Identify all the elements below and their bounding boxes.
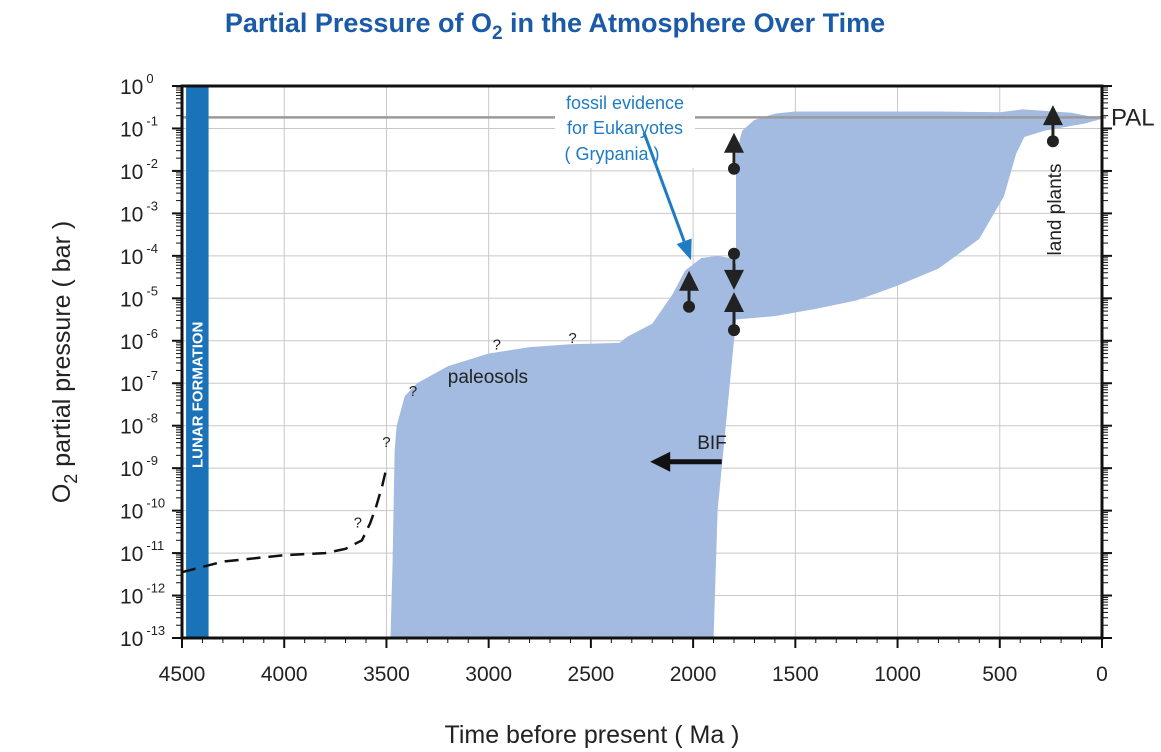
x-tick-label: 3500: [363, 663, 410, 686]
x-tick-label: 0: [1096, 663, 1108, 686]
y-tick-label: 10 0: [120, 71, 154, 99]
land-plants-label: land plants: [1045, 164, 1066, 256]
lunar-formation-bar: [186, 86, 209, 638]
x-tick-label: 1000: [874, 663, 921, 686]
y-tick-label: 10 -6: [120, 326, 158, 354]
bif-label: BIF: [697, 433, 727, 454]
y-tick-label: 10 -1: [120, 113, 158, 141]
arrow-origin-dot: [1046, 135, 1059, 148]
x-tick-label: 2000: [670, 663, 717, 686]
arrowhead: [724, 132, 744, 153]
arrowhead: [724, 291, 744, 312]
arrowhead: [724, 269, 744, 290]
y-tick-label: 10 -10: [120, 496, 165, 524]
fossil-callout-line-2: for Eukaryotes: [567, 118, 683, 138]
x-tick-label: 500: [982, 663, 1017, 686]
y-tick-label: 10 -9: [120, 453, 158, 481]
x-tick-label: 4000: [261, 663, 308, 686]
x-tick-label: 3000: [465, 663, 512, 686]
y-axis-label: O2 partial pressure ( bar ): [48, 221, 81, 503]
x-tick-label: 2500: [568, 663, 615, 686]
bif-arrowhead: [650, 451, 671, 472]
paleosols-label: paleosols: [448, 367, 528, 388]
x-axis-label: Time before present ( Ma ): [444, 721, 739, 749]
y-tick-label: 10 -7: [120, 368, 158, 396]
x-tick-label: 1500: [772, 663, 819, 686]
question-marks: ?????: [354, 330, 577, 532]
fossil-callout-line-1: fossil evidence: [566, 93, 684, 113]
arrows: [679, 105, 1063, 337]
y-tick-label: 10 -8: [120, 411, 158, 439]
arrow-origin-dot: [728, 247, 740, 260]
x-tick-label: 4500: [159, 663, 206, 686]
question-mark: ?: [493, 336, 501, 353]
fossil-callout-background: [555, 90, 695, 168]
early-estimate-dashed-line: [181, 467, 388, 574]
question-mark: ?: [382, 434, 390, 451]
y-tick-label: 10 -5: [120, 283, 158, 311]
y-tick-label: 10 -12: [120, 581, 165, 609]
y-tick-label: 10 -11: [120, 538, 164, 566]
plot-frame: [180, 84, 1104, 640]
arrow-origin-dot: [683, 300, 696, 313]
y-tick-label: 10 -13: [120, 623, 165, 651]
arrowhead: [1042, 105, 1063, 126]
question-mark: ?: [354, 515, 362, 532]
lunar-formation-label: LUNAR FORMATION: [189, 322, 206, 468]
oxygen-range-band: [390, 109, 1102, 638]
fossil-callout-line-3: ( Grypania ): [564, 144, 659, 164]
arrow-origin-dot: [728, 324, 740, 337]
question-mark: ?: [568, 330, 576, 347]
fossil-callout-arrowhead: [676, 238, 692, 261]
y-tick-label: 10 -2: [120, 156, 158, 184]
fossil-callout-arrow: [642, 132, 686, 242]
y-tick-label: 10 -3: [120, 198, 158, 226]
pal-label: PAL: [1111, 104, 1155, 131]
arrowhead: [679, 270, 700, 291]
question-mark: ?: [409, 383, 417, 400]
y-tick-label: 10 -4: [120, 241, 158, 269]
chart-title: Partial Pressure of O2 in the Atmosphere…: [225, 8, 885, 44]
arrow-origin-dot: [728, 162, 740, 175]
